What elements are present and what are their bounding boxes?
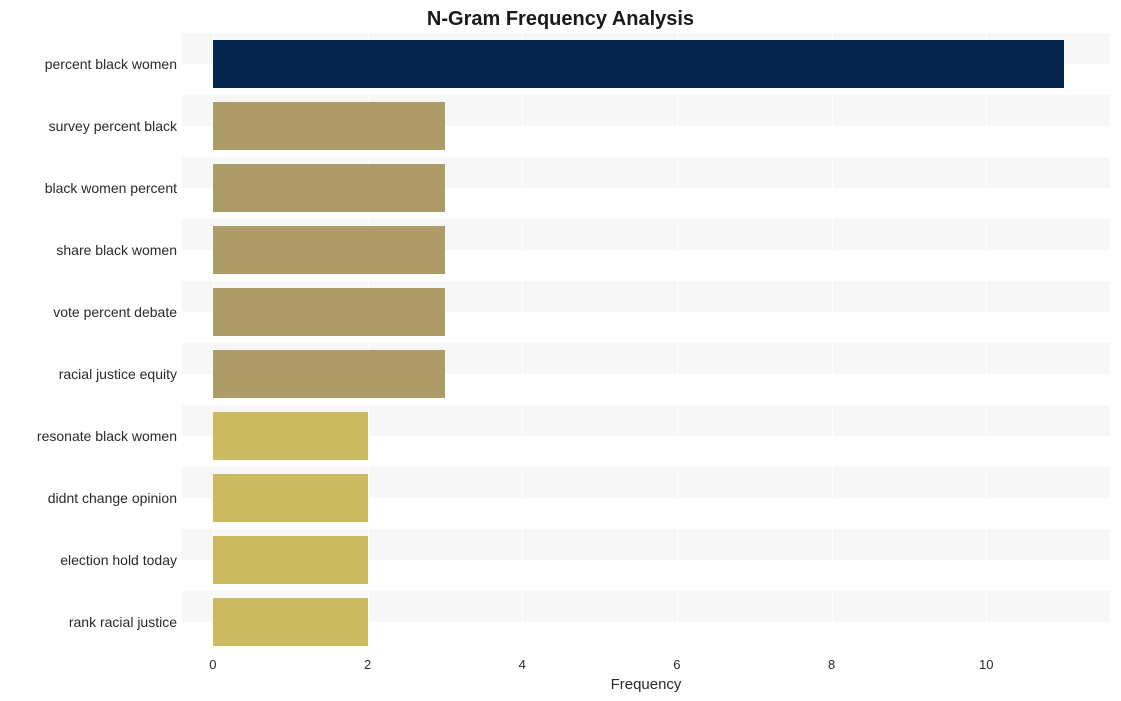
bar <box>213 102 445 150</box>
y-tick-label: share black women <box>56 242 177 258</box>
bar <box>213 350 445 398</box>
x-tick-label: 8 <box>828 657 835 672</box>
bar <box>213 536 368 584</box>
bar <box>213 598 368 646</box>
x-tick-label: 4 <box>519 657 526 672</box>
bar <box>213 40 1064 88</box>
gridline <box>522 33 523 653</box>
y-tick-label: rank racial justice <box>69 614 177 630</box>
bar <box>213 164 445 212</box>
x-tick-label: 10 <box>979 657 993 672</box>
y-tick-label: resonate black women <box>37 428 177 444</box>
x-tick-label: 2 <box>364 657 371 672</box>
x-tick-label: 0 <box>209 657 216 672</box>
y-tick-label: vote percent debate <box>53 304 177 320</box>
bar <box>213 474 368 522</box>
y-tick-label: percent black women <box>45 56 177 72</box>
x-tick-label: 6 <box>673 657 680 672</box>
y-tick-label: survey percent black <box>49 118 177 134</box>
gridline <box>832 33 833 653</box>
gridline <box>677 33 678 653</box>
chart-title: N-Gram Frequency Analysis <box>0 8 1121 31</box>
gridline <box>986 33 987 653</box>
x-axis-title: Frequency <box>182 676 1110 693</box>
y-tick-label: racial justice equity <box>59 366 177 382</box>
bar <box>213 412 368 460</box>
plot-area <box>182 33 1110 653</box>
y-tick-label: election hold today <box>60 552 177 568</box>
y-tick-label: black women percent <box>45 180 177 196</box>
bar <box>213 288 445 336</box>
bar <box>213 226 445 274</box>
y-tick-label: didnt change opinion <box>48 490 177 506</box>
chart-container: N-Gram Frequency Analysis Frequency perc… <box>0 0 1121 701</box>
